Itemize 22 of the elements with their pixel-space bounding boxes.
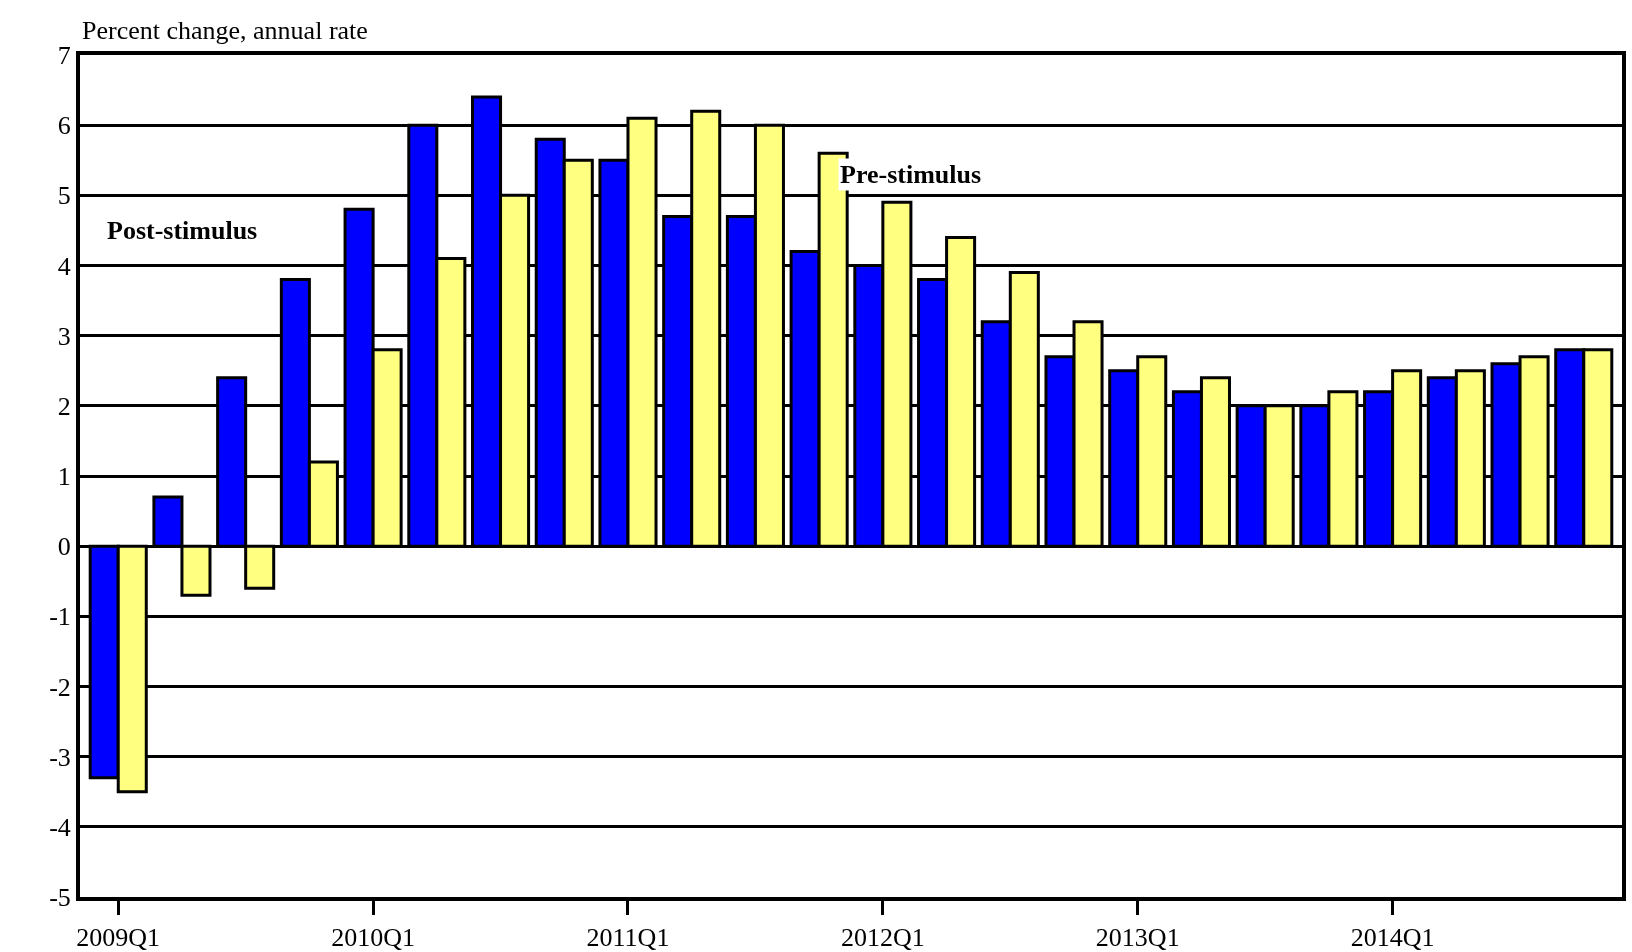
y-tick-label: 4 [57,251,71,281]
y-tick-label: -3 [49,742,71,772]
y-tick-label: 1 [57,462,71,492]
y-tick-label: 2 [57,391,71,421]
y-tick-label: 7 [57,41,71,71]
series-label: Pre-stimulus [840,160,982,189]
y-tick-label: -5 [49,883,71,913]
y-tick-label: -2 [49,672,71,702]
y-tick-label: -1 [49,602,71,632]
y-tick-label: 6 [57,111,71,141]
x-tick-label: 2012Q1 [840,923,925,952]
y-tick-label: 5 [57,181,71,211]
x-tick-label: 2014Q1 [1350,923,1435,952]
x-tick-label: 2013Q1 [1095,923,1180,952]
x-tick-label: 2010Q1 [331,923,415,952]
series-label: Post-stimulus [107,216,258,245]
x-tick-label: 2011Q1 [586,923,670,952]
y-tick-label: 0 [57,532,71,562]
x-tick-label: 2009Q1 [76,923,161,952]
y-axis-title: Percent change, annual rate [82,16,368,45]
y-tick-label: -4 [49,812,71,842]
y-tick-label: 3 [57,321,71,351]
